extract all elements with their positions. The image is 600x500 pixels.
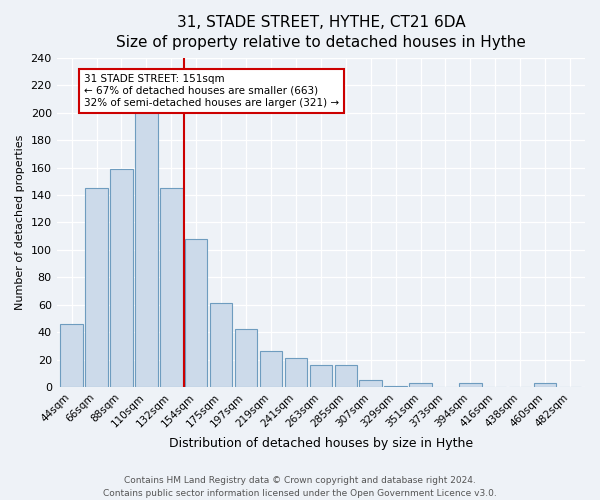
Bar [385, 386, 407, 387]
Bar [260, 352, 282, 387]
Bar [534, 383, 556, 387]
X-axis label: Distribution of detached houses by size in Hythe: Distribution of detached houses by size … [169, 437, 473, 450]
Title: 31, STADE STREET, HYTHE, CT21 6DA
Size of property relative to detached houses i: 31, STADE STREET, HYTHE, CT21 6DA Size o… [116, 15, 526, 50]
Bar [135, 112, 158, 387]
Bar [409, 383, 432, 387]
Bar [61, 324, 83, 387]
Bar [284, 358, 307, 387]
Text: Contains HM Land Registry data © Crown copyright and database right 2024.
Contai: Contains HM Land Registry data © Crown c… [103, 476, 497, 498]
Bar [185, 239, 208, 387]
Bar [110, 169, 133, 387]
Bar [85, 188, 108, 387]
Bar [160, 188, 182, 387]
Bar [335, 365, 357, 387]
Bar [210, 304, 232, 387]
Bar [235, 330, 257, 387]
Y-axis label: Number of detached properties: Number of detached properties [15, 134, 25, 310]
Bar [310, 365, 332, 387]
Bar [359, 380, 382, 387]
Bar [459, 383, 482, 387]
Text: 31 STADE STREET: 151sqm
← 67% of detached houses are smaller (663)
32% of semi-d: 31 STADE STREET: 151sqm ← 67% of detache… [84, 74, 339, 108]
